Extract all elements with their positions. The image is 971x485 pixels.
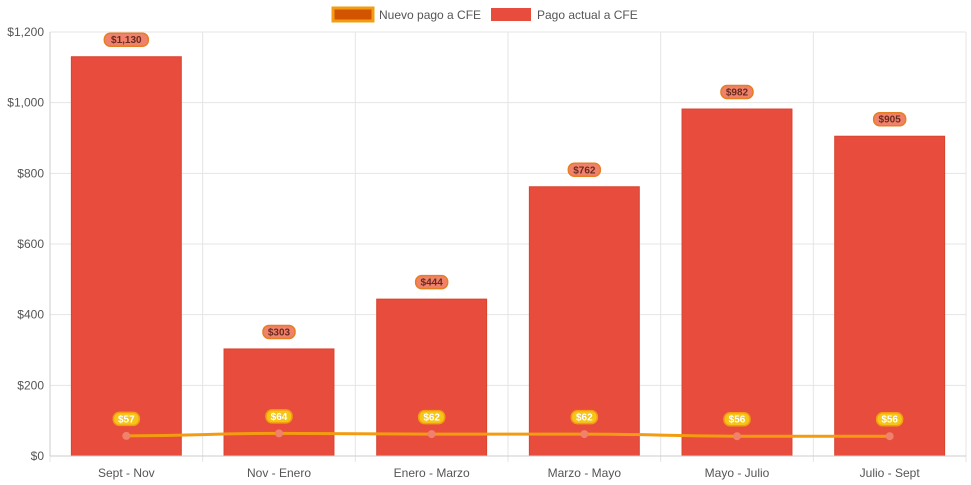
point-nuevo-pago[interactable] [427, 430, 436, 439]
legend: Nuevo pago a CFE Pago actual a CFE [331, 6, 638, 23]
x-tick-label: Mayo - Julio [705, 466, 770, 480]
y-tick-label: $600 [17, 237, 44, 251]
bar-pago-actual[interactable] [70, 56, 182, 457]
line-data-label: $64 [271, 412, 288, 423]
legend-label-pago-actual[interactable]: Pago actual a CFE [537, 8, 638, 22]
y-tick-label: $400 [17, 308, 44, 322]
y-tick-label: $200 [17, 378, 44, 392]
line-data-label-badge [570, 409, 599, 425]
line-nuevo-pago [126, 431, 890, 438]
grid [49, 31, 967, 462]
bar-pago-actual[interactable] [376, 298, 488, 457]
bar-data-label-badge [872, 111, 907, 127]
line-data-label-badge [417, 409, 446, 425]
bar-data-label: $303 [268, 327, 291, 338]
line-data-label-badge [875, 411, 904, 427]
bar-data-label-badge [262, 324, 296, 340]
bar-data-label: $905 [879, 115, 902, 126]
bar-data-label: $444 [421, 278, 444, 289]
line-series [122, 429, 894, 441]
line-data-label: $62 [576, 413, 593, 424]
line-data-label: $57 [118, 414, 135, 425]
y-tick-label: $0 [31, 449, 45, 463]
line-data-label: $56 [881, 415, 898, 426]
x-tick-label: Nov - Enero [247, 466, 311, 480]
axes: $0 $200 $400 $600 $800 $1,000 $1,200 Sept - Nov… [7, 25, 966, 480]
bar-data-label-badge [567, 162, 602, 178]
line-data-label-badge [112, 411, 141, 427]
bar-data-label: $982 [726, 88, 749, 99]
bar-data-label: $1,130 [111, 35, 142, 46]
line-data-label: $62 [423, 413, 440, 424]
x-tick-label: Julio - Sept [860, 466, 921, 480]
bar-data-label: $762 [573, 165, 596, 176]
legend-swatch-pago-actual[interactable] [491, 8, 531, 21]
bar-pago-actual[interactable] [223, 348, 335, 457]
bar-data-label-badge [103, 32, 150, 47]
bar-data-label-badge [414, 274, 449, 290]
line-data-label-badge [723, 411, 751, 427]
bar-data-label-badge [720, 84, 754, 100]
y-tick-label: $800 [17, 166, 44, 180]
legend-swatch-nuevo-pago[interactable] [331, 6, 375, 23]
x-tick-label: Enero - Marzo [394, 466, 470, 480]
bar-pago-actual[interactable] [681, 108, 793, 457]
point-nuevo-pago[interactable] [275, 429, 283, 438]
y-tick-label: $1,200 [7, 25, 44, 39]
point-nuevo-pago[interactable] [580, 430, 589, 439]
legend-label-nuevo-pago[interactable]: Nuevo pago a CFE [379, 8, 481, 22]
point-nuevo-pago[interactable] [885, 432, 894, 441]
point-nuevo-pago[interactable] [733, 432, 741, 441]
y-tick-label: $1,000 [7, 96, 44, 110]
line-data-label-badge [265, 409, 293, 424]
line-data-label: $56 [729, 415, 746, 426]
point-nuevo-pago[interactable] [122, 431, 131, 440]
bar-pago-actual[interactable] [834, 135, 946, 457]
data-labels: $1,130 $303 $444 $762 $982 $905 $57 $64 $62 $62 $5… [103, 32, 907, 427]
x-tick-label: Marzo - Mayo [548, 466, 622, 480]
x-tick-label: Sept - Nov [98, 466, 155, 480]
